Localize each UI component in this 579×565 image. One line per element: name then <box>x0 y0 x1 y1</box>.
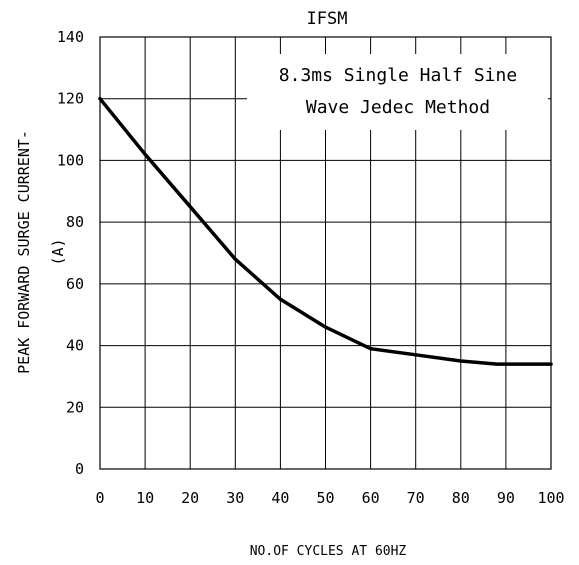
y-tick-label-3: 60 <box>66 275 84 293</box>
x-tick-label-4: 40 <box>271 489 289 507</box>
x-tick-label-0: 0 <box>95 489 104 507</box>
y-tick-label-0: 0 <box>75 460 84 478</box>
y-tick-label-7: 140 <box>57 28 84 46</box>
y-tick-label-6: 120 <box>57 90 84 108</box>
annotation-box <box>247 54 548 130</box>
x-tick-label-5: 50 <box>316 489 334 507</box>
data-point-7 <box>414 353 418 357</box>
x-tick-label-8: 80 <box>452 489 470 507</box>
data-point-1 <box>143 152 147 156</box>
x-tick-label-10: 100 <box>537 489 564 507</box>
data-point-0 <box>98 97 102 101</box>
data-point-9 <box>495 362 499 366</box>
x-axis-label: NO.OF CYCLES AT 60HZ <box>250 544 407 559</box>
plot-border <box>99 36 552 470</box>
data-points <box>98 97 553 366</box>
y-tick-label-1: 20 <box>66 398 84 416</box>
data-point-4 <box>278 297 282 301</box>
data-point-5 <box>323 325 328 329</box>
y-tick-label-4: 80 <box>66 213 84 231</box>
x-tick-label-1: 10 <box>136 489 154 507</box>
y-axis-unit: (A) <box>49 238 67 265</box>
y-tick-label-2: 40 <box>66 337 84 355</box>
data-point-2 <box>188 205 192 209</box>
x-tick-label-9: 90 <box>497 489 515 507</box>
annotation-line-2: Wave Jedec Method <box>306 97 490 118</box>
plot-frame <box>99 36 552 470</box>
x-tick-label-3: 30 <box>226 489 244 507</box>
data-point-8 <box>459 359 463 363</box>
x-tick-label-6: 60 <box>362 489 380 507</box>
chart-title: IFSM <box>307 9 348 29</box>
y-axis-label: PEAK FORWARD SURGE CURRENT- <box>15 130 33 374</box>
y-tick-labels: 0 20 40 60 80 100 120 140 <box>57 28 84 478</box>
x-tick-labels: 0 10 20 30 40 50 60 70 80 90 100 <box>95 489 564 507</box>
x-tick-label-7: 70 <box>407 489 425 507</box>
data-point-3 <box>233 257 237 261</box>
data-point-6 <box>369 347 373 351</box>
annotation-line-1: 8.3ms Single Half Sine <box>279 65 517 86</box>
data-point-10 <box>549 362 553 366</box>
y-tick-label-5: 100 <box>57 151 84 169</box>
x-tick-label-2: 20 <box>181 489 199 507</box>
